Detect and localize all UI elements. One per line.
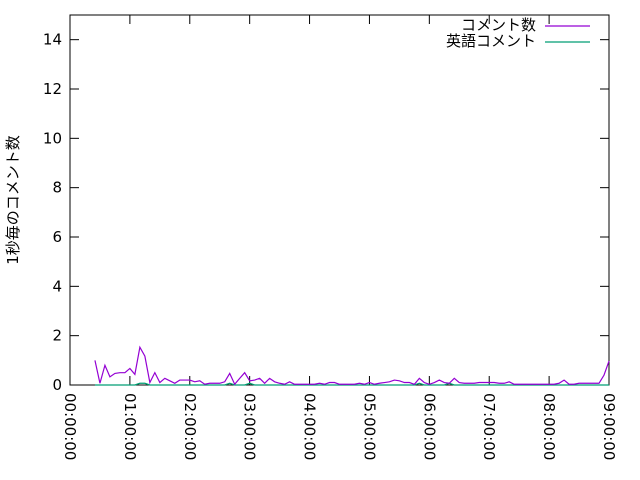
x-tick-label: 08:00:00 bbox=[540, 393, 558, 460]
x-tick-label: 03:00:00 bbox=[241, 393, 259, 460]
y-tick-label: 14 bbox=[43, 31, 62, 49]
x-tick-label: 09:00:00 bbox=[600, 393, 618, 460]
x-tick-label: 02:00:00 bbox=[181, 393, 199, 460]
y-tick-label: 4 bbox=[52, 277, 62, 295]
y-tick-label: 6 bbox=[52, 228, 62, 246]
y-tick-label: 10 bbox=[43, 129, 62, 147]
legend-label-1: 英語コメント bbox=[446, 32, 536, 50]
y-tick-label: 8 bbox=[52, 179, 62, 197]
y-tick-label: 12 bbox=[43, 80, 62, 98]
x-tick-label: 04:00:00 bbox=[301, 393, 319, 460]
x-tick-label: 01:00:00 bbox=[121, 393, 139, 460]
series-line-1 bbox=[94, 382, 609, 386]
plot-border bbox=[69, 14, 610, 386]
series-line-0 bbox=[94, 345, 610, 386]
y-axis-label: 1秒毎のコメント数 bbox=[4, 135, 22, 265]
y-tick-label: 2 bbox=[52, 327, 62, 345]
x-tick-label: 07:00:00 bbox=[480, 393, 498, 460]
legend-label-0: コメント数 bbox=[461, 16, 536, 34]
x-tick-label: 05:00:00 bbox=[360, 393, 378, 460]
y-tick-label: 0 bbox=[52, 376, 62, 394]
x-tick-label: 06:00:00 bbox=[420, 393, 438, 460]
legend: コメント数 英語コメント bbox=[446, 16, 590, 50]
x-tick-label: 00:00:00 bbox=[61, 393, 79, 460]
